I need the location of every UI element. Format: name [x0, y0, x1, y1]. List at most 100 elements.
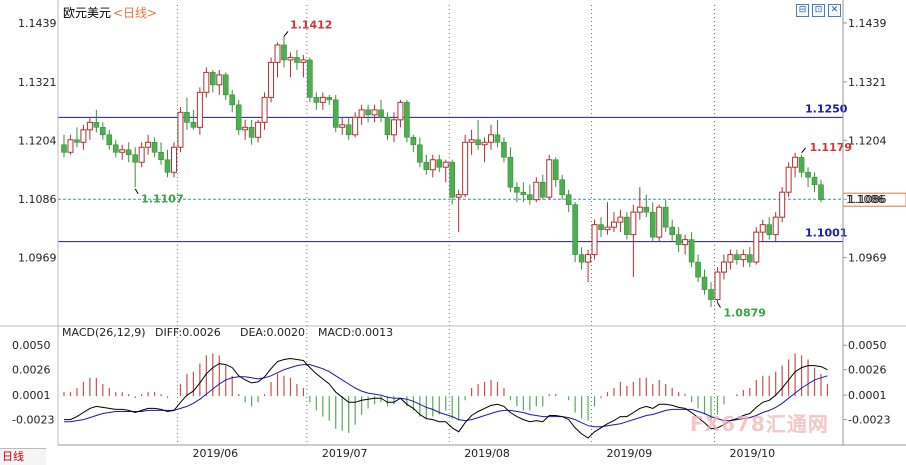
- candle-body-down: [345, 124, 352, 136]
- candle-body-down: [507, 156, 514, 188]
- candle-body-up: [455, 194, 462, 198]
- candle-body-down: [365, 109, 371, 116]
- candle-body-down: [494, 134, 501, 143]
- close-icon[interactable]: ✕: [828, 4, 841, 17]
- macd-y-tick-right: 0.0026: [848, 364, 887, 377]
- y-tick-label-left: 1.0969: [18, 252, 57, 265]
- candle-body-up: [772, 216, 779, 236]
- candle-body-up: [585, 254, 592, 263]
- candle-body-up: [255, 121, 262, 138]
- maximize-icon[interactable]: ⊡: [812, 4, 825, 17]
- candle-body-down: [559, 179, 565, 196]
- y-tick-label-right: 1.0969: [848, 252, 887, 265]
- candle-body-down: [423, 161, 430, 171]
- support-resistance-lines: 1.1250 1.1001 1.1086: [58, 102, 906, 243]
- candle-body-up: [656, 206, 663, 238]
- candle-body-up: [268, 61, 275, 98]
- candle-body-down: [539, 181, 546, 198]
- candle-body-up: [610, 221, 617, 228]
- candle-body-down: [158, 151, 164, 161]
- macd-y-tick-left: 0.0026: [12, 364, 51, 377]
- candle-body-down: [598, 224, 604, 230]
- candle-body-up: [727, 254, 734, 263]
- candle-body-down: [552, 159, 559, 181]
- candle-body-up: [170, 146, 177, 173]
- candle-body-down: [235, 104, 242, 131]
- candle-body-down: [378, 109, 384, 118]
- macd-diff-label: DIFF:0.0026: [155, 326, 221, 339]
- candle-body-down: [811, 176, 818, 186]
- candle-body-down: [643, 206, 650, 213]
- candle-body-up: [604, 226, 611, 231]
- candle-body-up: [138, 146, 145, 163]
- candle-body-up: [714, 271, 721, 301]
- macd-panel: MACD(26,12,9) DIFF:0.0026 DEA:0.0020 MACD:0…: [12, 326, 890, 439]
- candle-body-up: [67, 139, 74, 153]
- collapse-icon[interactable]: ⊟: [796, 4, 809, 17]
- candle-body-up: [630, 211, 637, 236]
- candle-body-up: [429, 159, 436, 171]
- candle-body-up: [636, 206, 643, 213]
- annotation-label: 1.0879: [723, 307, 765, 320]
- watermark: FX678汇通网: [690, 412, 829, 436]
- candle-body-up: [216, 74, 223, 86]
- diff-line: [64, 357, 828, 439]
- candle-body-down: [61, 144, 67, 153]
- candle-body-down: [74, 139, 80, 143]
- candle-body-down: [565, 194, 572, 205]
- candle-body-down: [475, 139, 481, 146]
- candle-body-up: [390, 119, 397, 136]
- macd-y-tick-right: 0.0050: [848, 339, 887, 352]
- price-annotations: 1.1412 1.1107 1.1179 1.0879: [134, 18, 852, 320]
- candle-body-up: [119, 149, 126, 153]
- annotation-pointer: [801, 147, 806, 154]
- candle-body-up: [371, 109, 378, 116]
- candle-body-up: [261, 96, 268, 123]
- level-label: 1.1250: [805, 102, 848, 115]
- period-tab[interactable]: 日线: [0, 448, 46, 465]
- candle-body-down: [281, 44, 287, 61]
- candle-body-down: [572, 204, 578, 255]
- macd-title: MACD(26,12,9): [62, 326, 146, 339]
- annotation-pointer: [717, 302, 721, 308]
- candle-body-down: [190, 122, 197, 128]
- y-tick-label-left: 1.1086: [18, 193, 57, 206]
- candle-body-up: [242, 126, 249, 131]
- candle-body-up: [196, 91, 203, 128]
- annotation-pointer: [134, 188, 139, 194]
- candle-body-up: [546, 159, 553, 198]
- macd-y-tick-left: 0.0050: [12, 339, 51, 352]
- y-tick-label-left: 1.1204: [18, 134, 57, 147]
- candle-body-down: [112, 144, 119, 153]
- candle-body-down: [313, 97, 320, 103]
- candle-body-up: [785, 166, 792, 193]
- annotation-pointer: [283, 31, 289, 37]
- candle-body-down: [332, 99, 339, 128]
- candle-body-up: [468, 139, 475, 143]
- candle-body-up: [287, 56, 294, 61]
- candle-body-up: [86, 121, 93, 131]
- candle-body-down: [229, 94, 236, 106]
- x-tick-label: 2019/10: [729, 447, 775, 460]
- candle-body-up: [740, 254, 747, 261]
- candle-body-down: [132, 154, 138, 163]
- candle-body-down: [449, 161, 456, 198]
- candle-body-down: [701, 276, 708, 290]
- candle-body-down: [669, 226, 675, 235]
- candle-body-down: [734, 254, 740, 260]
- candle-body-down: [404, 102, 410, 138]
- candle-body-down: [100, 127, 106, 136]
- candle-body-down: [747, 254, 753, 263]
- candle-body-down: [818, 184, 824, 200]
- candle-body-up: [145, 141, 152, 148]
- current-price-label: 1.1086: [846, 193, 885, 206]
- candle-body-down: [222, 74, 229, 96]
- candle-body-down: [326, 97, 333, 101]
- candle-body-up: [792, 156, 799, 168]
- candle-body-down: [184, 112, 190, 123]
- candle-body-up: [779, 191, 786, 218]
- candle-body-down: [766, 224, 773, 235]
- y-tick-label-left: 1.1321: [18, 76, 57, 89]
- candle-body-up: [617, 216, 624, 223]
